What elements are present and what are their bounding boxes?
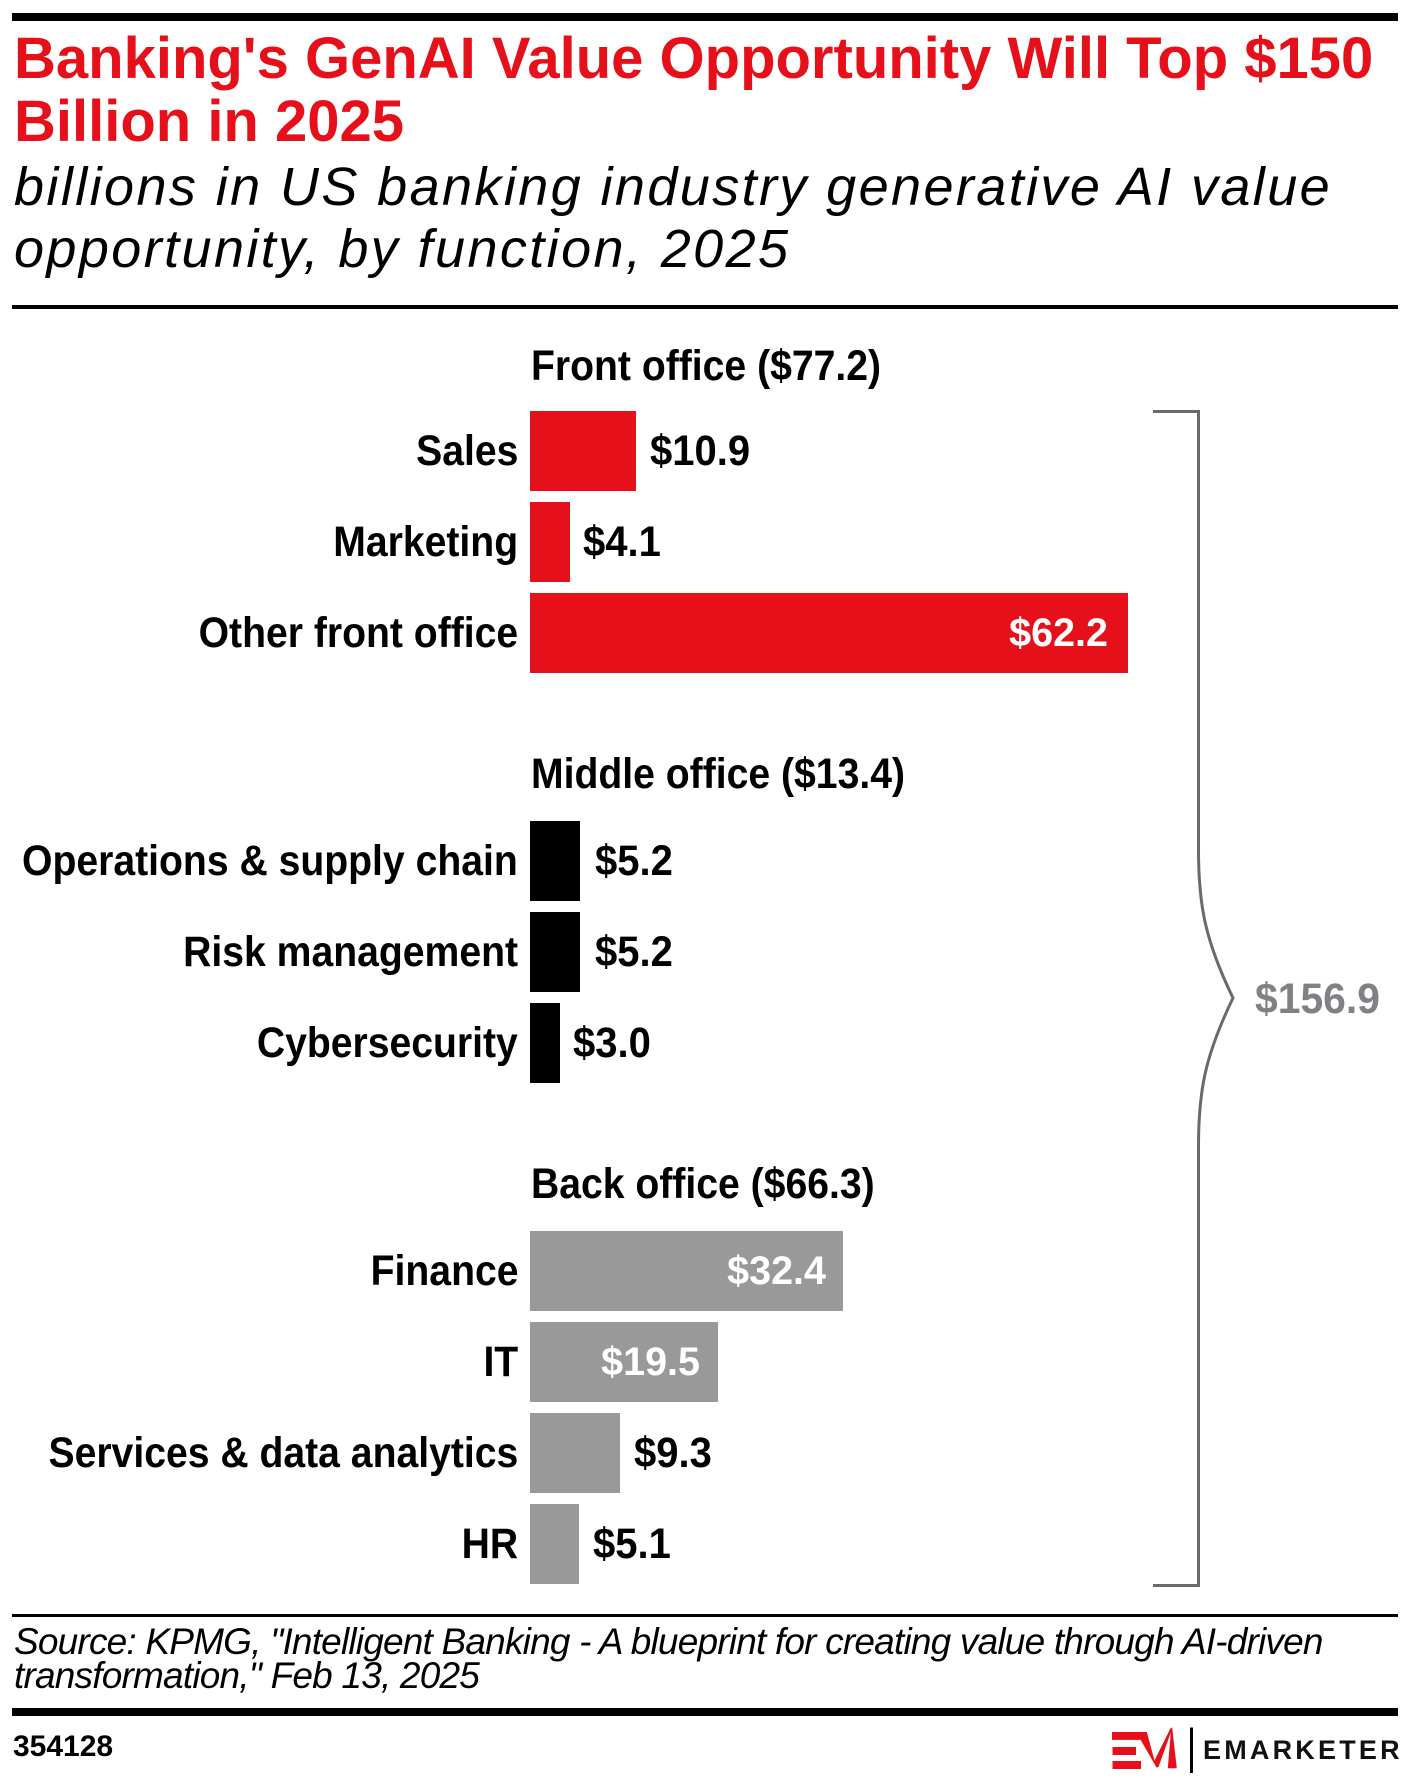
svg-text:EMARKETER: EMARKETER bbox=[1203, 1735, 1403, 1765]
